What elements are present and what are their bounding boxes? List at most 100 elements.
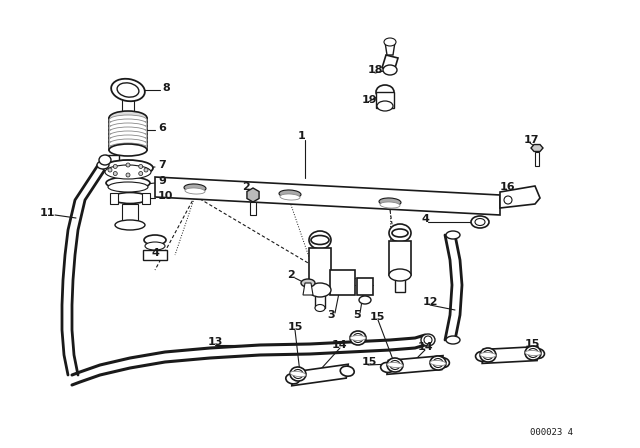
Ellipse shape [301, 279, 315, 287]
Polygon shape [500, 186, 540, 208]
Ellipse shape [144, 235, 166, 245]
Text: 4: 4 [152, 248, 160, 258]
Text: 5: 5 [353, 310, 360, 320]
Ellipse shape [340, 366, 354, 376]
Text: 2: 2 [287, 270, 295, 280]
Circle shape [126, 163, 130, 167]
Text: 10: 10 [158, 191, 173, 201]
Polygon shape [122, 204, 138, 225]
Ellipse shape [525, 350, 541, 356]
Ellipse shape [109, 131, 147, 141]
Ellipse shape [109, 127, 147, 137]
Text: 7: 7 [158, 160, 166, 170]
Polygon shape [482, 347, 538, 363]
Ellipse shape [109, 144, 147, 156]
Ellipse shape [145, 242, 165, 250]
Ellipse shape [376, 85, 394, 99]
Polygon shape [385, 42, 395, 55]
Ellipse shape [421, 334, 435, 346]
Polygon shape [376, 92, 394, 108]
Polygon shape [535, 152, 539, 166]
Circle shape [144, 168, 148, 172]
Text: 1: 1 [298, 131, 306, 141]
Ellipse shape [109, 143, 147, 153]
Ellipse shape [384, 38, 396, 46]
Ellipse shape [109, 139, 147, 149]
Circle shape [504, 196, 512, 204]
Polygon shape [387, 356, 443, 375]
Ellipse shape [390, 361, 400, 370]
Polygon shape [122, 100, 134, 115]
Ellipse shape [353, 333, 363, 343]
Ellipse shape [290, 371, 306, 377]
Ellipse shape [475, 219, 485, 225]
Ellipse shape [446, 231, 460, 239]
Circle shape [113, 164, 117, 168]
Text: 15: 15 [525, 339, 540, 349]
Ellipse shape [115, 220, 145, 230]
Ellipse shape [109, 135, 147, 145]
Ellipse shape [525, 346, 541, 360]
Text: 11: 11 [40, 208, 56, 218]
Ellipse shape [531, 349, 545, 358]
Ellipse shape [387, 358, 403, 372]
Text: 9: 9 [158, 176, 166, 186]
Polygon shape [330, 270, 355, 295]
Ellipse shape [483, 350, 493, 359]
Circle shape [139, 172, 143, 176]
Text: 8: 8 [162, 83, 170, 93]
Text: 4: 4 [422, 214, 430, 224]
Ellipse shape [528, 349, 538, 358]
Ellipse shape [109, 119, 147, 129]
Text: 14: 14 [332, 340, 348, 350]
Text: 18: 18 [368, 65, 383, 75]
Circle shape [126, 173, 130, 177]
Circle shape [139, 164, 143, 168]
Ellipse shape [381, 362, 395, 372]
Ellipse shape [185, 188, 205, 194]
Ellipse shape [109, 123, 147, 133]
Text: 3: 3 [327, 310, 335, 320]
Ellipse shape [383, 65, 397, 75]
Ellipse shape [433, 358, 443, 367]
Text: 15: 15 [288, 322, 303, 332]
Polygon shape [309, 248, 331, 290]
Text: 15: 15 [362, 357, 378, 367]
Ellipse shape [430, 356, 446, 370]
Ellipse shape [476, 351, 490, 362]
Polygon shape [292, 364, 348, 386]
Ellipse shape [184, 184, 206, 192]
Ellipse shape [280, 194, 300, 200]
Polygon shape [110, 193, 118, 204]
Ellipse shape [309, 231, 331, 249]
Polygon shape [303, 283, 313, 295]
Circle shape [108, 168, 112, 172]
Text: 000023 4: 000023 4 [530, 428, 573, 437]
Ellipse shape [350, 331, 366, 345]
Ellipse shape [117, 83, 139, 97]
Circle shape [113, 172, 117, 176]
Ellipse shape [309, 283, 331, 297]
Polygon shape [382, 55, 398, 68]
Ellipse shape [99, 155, 111, 165]
Polygon shape [247, 188, 259, 202]
Ellipse shape [286, 374, 300, 384]
Ellipse shape [103, 160, 153, 176]
Polygon shape [357, 278, 373, 295]
Polygon shape [142, 193, 150, 204]
Ellipse shape [293, 370, 303, 379]
Ellipse shape [379, 198, 401, 206]
Text: 19: 19 [362, 95, 378, 105]
Polygon shape [531, 145, 543, 151]
Polygon shape [315, 290, 325, 308]
Polygon shape [389, 241, 411, 275]
Ellipse shape [480, 353, 496, 358]
Ellipse shape [350, 336, 366, 340]
Text: 15: 15 [370, 312, 385, 322]
Ellipse shape [106, 177, 150, 189]
Text: 16: 16 [500, 182, 516, 192]
Text: 14: 14 [418, 342, 434, 352]
Ellipse shape [97, 161, 109, 169]
Polygon shape [143, 250, 167, 260]
Ellipse shape [377, 101, 393, 111]
